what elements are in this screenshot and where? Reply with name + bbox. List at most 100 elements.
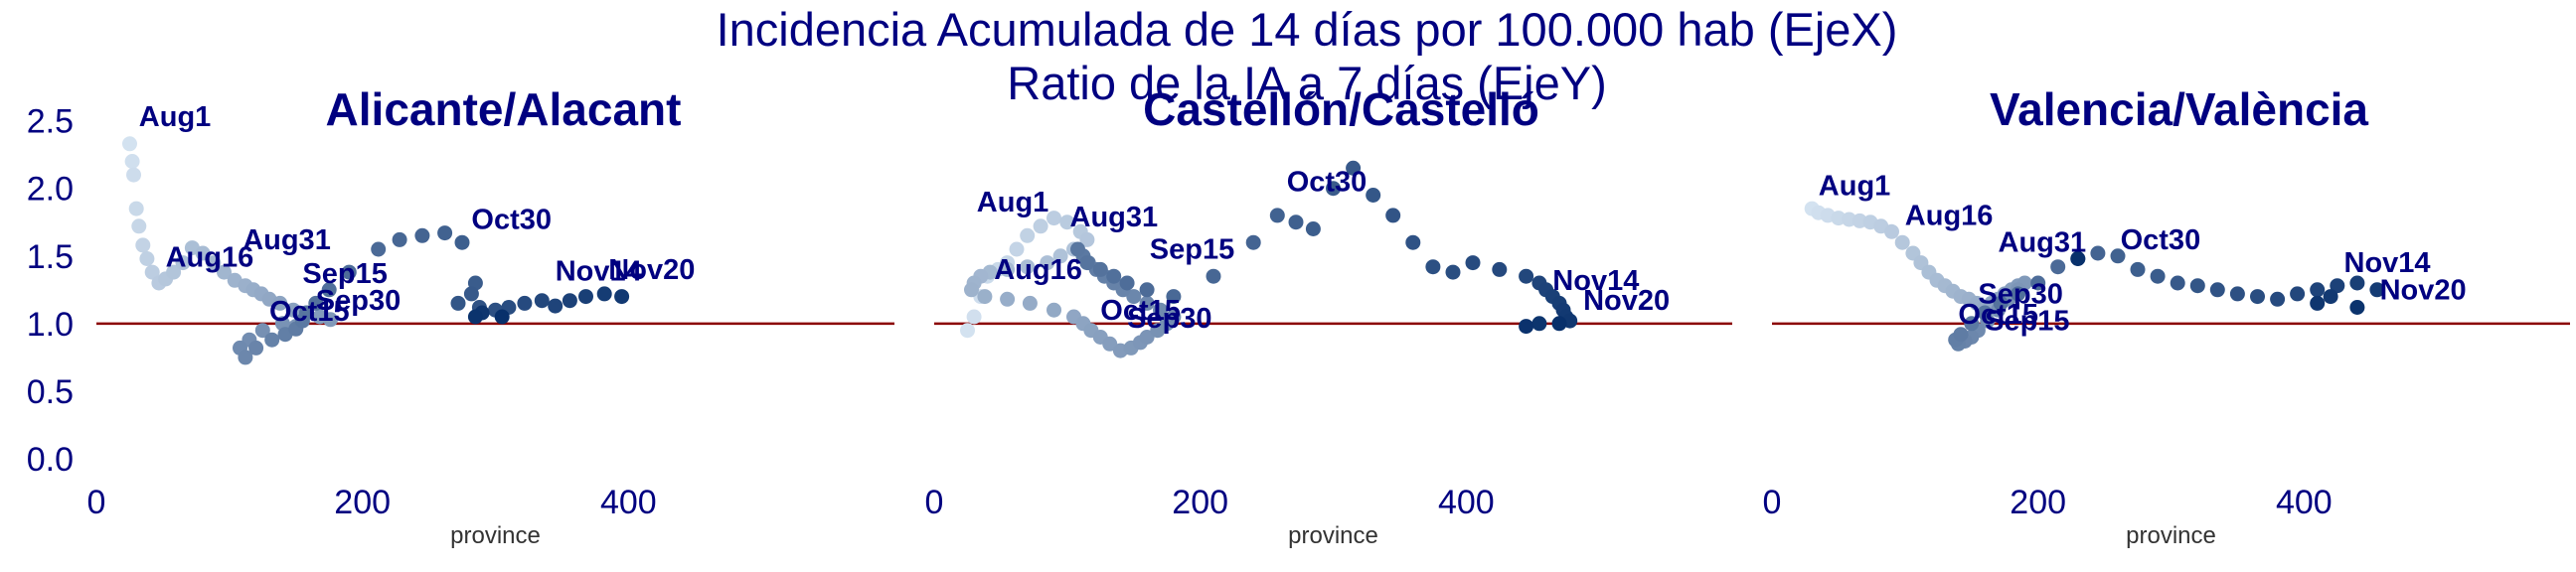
data-point (1977, 305, 1993, 321)
data-point (126, 167, 141, 183)
data-point (1551, 316, 1567, 332)
suptitle-line-1: Incidencia Acumulada de 14 días por 100.… (717, 3, 1898, 56)
data-point (578, 289, 593, 305)
x-tick-label: 400 (600, 484, 657, 521)
data-point (2349, 300, 2365, 315)
data-point (195, 245, 211, 261)
annotation-label: Oct15 (1958, 299, 2038, 331)
data-point (1139, 330, 1155, 345)
data-point (562, 293, 577, 309)
data-point (960, 323, 975, 339)
x-axis-label: province (450, 522, 541, 549)
data-point (2110, 248, 2126, 264)
suptitle: Incidencia Acumulada de 14 días por 100.… (717, 3, 1898, 109)
data-point (450, 295, 466, 311)
x-tick-label: 0 (925, 484, 944, 521)
data-point (1052, 248, 1068, 264)
annotation-label: Aug1 (139, 101, 212, 133)
data-point (323, 312, 338, 328)
data-point (1166, 309, 1182, 325)
annotation-label: Nov14 (2344, 247, 2431, 279)
annotation-label: Aug1 (1819, 171, 1891, 203)
data-point (272, 295, 288, 311)
data-point (1326, 181, 1341, 197)
data-point (321, 282, 337, 298)
y-tick-label: 2.0 (27, 171, 74, 209)
data-point (2310, 282, 2326, 298)
annotation-label: Oct15 (1100, 295, 1181, 327)
data-point (2011, 286, 2026, 302)
data-point (548, 298, 564, 314)
panel-title: Alicante/Alacant (326, 83, 682, 135)
data-point (977, 289, 993, 305)
chart-panels: Aug1Aug16Aug31Sep15Sep30Oct15Oct30Nov14N… (27, 83, 2570, 549)
data-point (2290, 286, 2306, 302)
annotation-label: Nov20 (608, 254, 695, 286)
data-point (1519, 319, 1534, 335)
data-point (1346, 160, 1362, 176)
data-point (1166, 289, 1182, 305)
annotation-label: Sep30 (1127, 303, 1211, 335)
data-point (1046, 302, 1061, 318)
data-point (2130, 261, 2146, 277)
data-point (463, 286, 479, 302)
data-point (1046, 211, 1061, 226)
x-tick-label: 200 (1172, 484, 1228, 521)
x-tick-label: 200 (334, 484, 391, 521)
y-tick-label: 0.5 (27, 373, 74, 411)
data-point (454, 234, 470, 250)
annotation-label: Oct30 (1287, 166, 1368, 198)
annotation-label: Oct15 (269, 296, 350, 328)
data-point (2209, 282, 2225, 298)
x-tick-label: 0 (87, 484, 106, 521)
data-point (2090, 245, 2106, 261)
data-point (1119, 275, 1135, 291)
annotation-label: Oct30 (471, 205, 552, 236)
data-point (2170, 275, 2185, 291)
annotation-label: Nov14 (1552, 265, 1639, 297)
data-point (517, 295, 533, 311)
x-axis-label: province (2126, 522, 2216, 549)
data-point (1153, 302, 1168, 318)
data-point (166, 264, 182, 280)
data-point (1894, 234, 1910, 250)
data-point (1269, 208, 1285, 223)
data-point (131, 218, 147, 234)
annotation-label: Aug31 (242, 224, 331, 256)
annotation-label: Aug31 (1999, 227, 2087, 259)
data-point (2270, 291, 2286, 307)
data-point (2070, 251, 2086, 266)
annotation-label: Aug16 (994, 254, 1082, 286)
data-point (534, 293, 550, 309)
data-point (2310, 295, 2326, 311)
data-point (414, 227, 430, 243)
data-point (135, 237, 151, 253)
y-tick-label: 0.0 (27, 441, 74, 479)
data-point (299, 305, 314, 321)
x-tick-label: 400 (2276, 484, 2333, 521)
data-point (1000, 261, 1016, 277)
data-point (966, 309, 982, 325)
data-point (248, 340, 264, 356)
data-point (1953, 327, 1969, 343)
annotation-label: Nov20 (2380, 274, 2467, 306)
data-point (1288, 214, 1304, 230)
annotation-label: Sep15 (1985, 306, 2069, 338)
data-point (964, 282, 979, 298)
x-tick-label: 400 (1438, 484, 1495, 521)
data-point (1993, 295, 2009, 311)
data-point (614, 289, 630, 305)
data-point (1206, 268, 1221, 284)
data-point (144, 264, 160, 280)
data-point (1009, 241, 1025, 257)
data-point (1465, 255, 1481, 271)
data-point (1385, 208, 1401, 223)
data-point (264, 332, 280, 348)
annotation-label: Nov14 (556, 255, 642, 287)
data-point (128, 201, 144, 216)
data-point (2323, 289, 2338, 305)
data-point (1079, 255, 1095, 271)
data-point (1139, 282, 1155, 298)
